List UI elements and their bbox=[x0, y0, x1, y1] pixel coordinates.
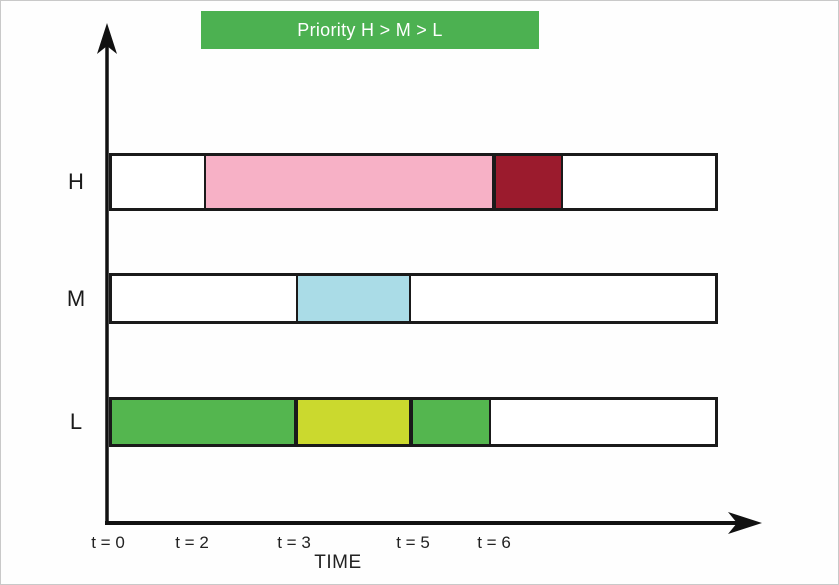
bar-segment-pink bbox=[204, 156, 494, 208]
time-axis bbox=[105, 512, 762, 534]
tick-label-4: t = 6 bbox=[477, 533, 511, 552]
row-label-M: M bbox=[66, 285, 86, 311]
tick-label-3: t = 5 bbox=[396, 533, 430, 552]
bar-segment-white bbox=[112, 156, 204, 208]
time-axis-label: TIME bbox=[314, 552, 362, 573]
bar-segment-dark_red bbox=[494, 156, 563, 208]
tick-label-1: t = 2 bbox=[175, 533, 209, 552]
priority-title-banner: Priority H > M > L bbox=[201, 11, 539, 49]
up-arrow-icon bbox=[97, 23, 117, 54]
bar-segment-green bbox=[411, 400, 491, 444]
bar-segment-yellow_green bbox=[296, 400, 411, 444]
bar-segment-green bbox=[112, 400, 296, 444]
bar-segment-white bbox=[563, 156, 715, 208]
bar-segment-white bbox=[491, 400, 715, 444]
tick-label-0: t = 0 bbox=[91, 533, 125, 552]
row-label-H: H bbox=[68, 169, 84, 194]
tick-label-2: t = 3 bbox=[277, 533, 311, 552]
row-bar-L bbox=[109, 397, 718, 447]
right-arrow-icon bbox=[728, 512, 762, 534]
priority-title-text: Priority H > M > L bbox=[297, 19, 443, 40]
row-label-L: L bbox=[69, 409, 83, 434]
row-bar-H bbox=[109, 153, 718, 211]
bar-segment-white bbox=[411, 276, 715, 321]
row-bar-M bbox=[109, 273, 718, 324]
bar-segment-white bbox=[112, 276, 296, 321]
bar-segment-light_blue bbox=[296, 276, 411, 321]
